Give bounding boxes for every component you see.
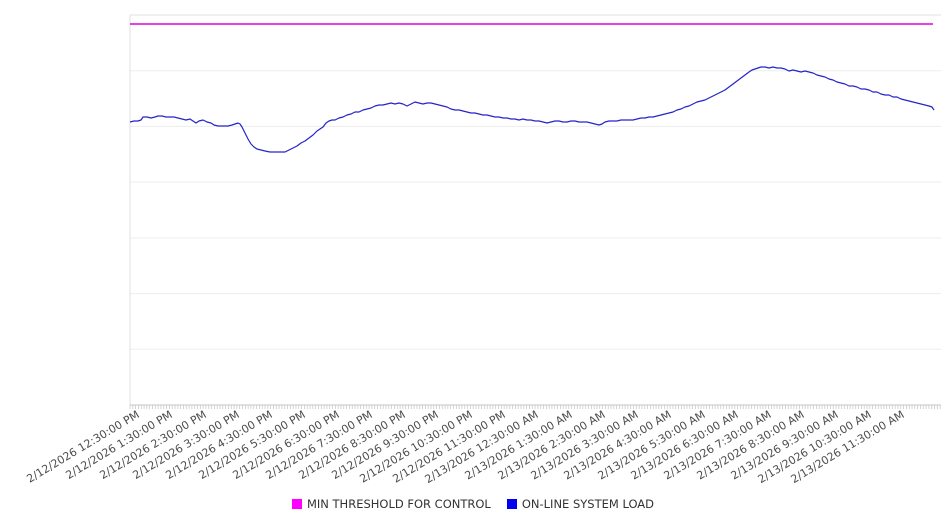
legend-swatch-system-load-icon	[506, 499, 517, 509]
legend-label-system-load: ON-LINE SYSTEM LOAD	[521, 497, 655, 511]
legend-item-min-threshold[interactable]: MIN THRESHOLD FOR CONTROL	[291, 497, 491, 511]
gridlines	[130, 70, 941, 350]
x-axis-minor-ticks	[129, 405, 941, 409]
legend-item-system-load[interactable]: ON-LINE SYSTEM LOAD	[506, 497, 655, 511]
plot-borders	[129, 14, 941, 406]
legend-swatch-min-threshold-icon	[291, 499, 302, 509]
legend-label-min-threshold: MIN THRESHOLD FOR CONTROL	[306, 497, 491, 511]
online-system-load-line-series	[129, 66, 935, 153]
chart-legend: MIN THRESHOLD FOR CONTROL ON-LINE SYSTEM…	[0, 495, 946, 513]
